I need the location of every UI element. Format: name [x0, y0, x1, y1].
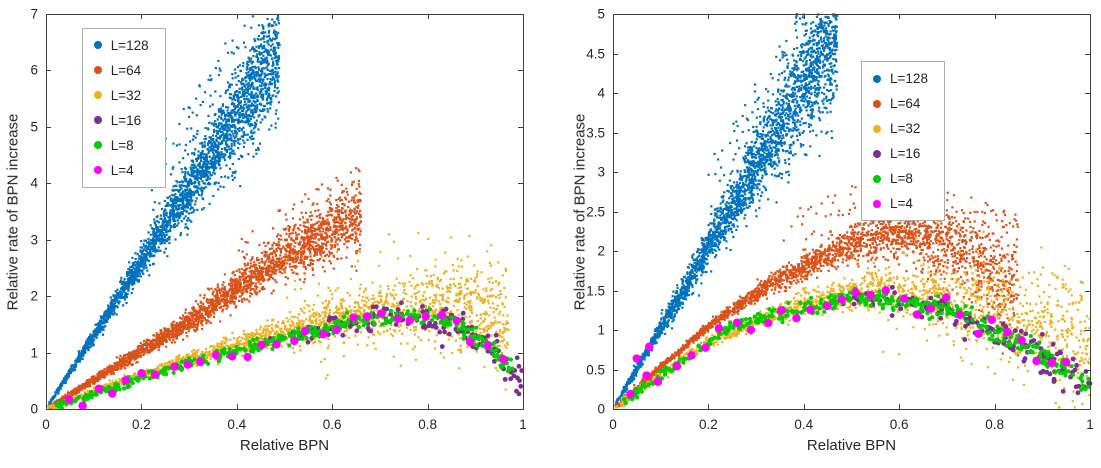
legend-item-label: L=16 — [110, 112, 142, 128]
legend-marker-icon — [93, 66, 102, 75]
legend-item-label: L=32 — [110, 87, 142, 103]
y-tick-label: 4.5 — [586, 46, 605, 61]
y-tick-label: 4 — [597, 85, 605, 101]
y-tick-label: 5 — [30, 119, 38, 135]
y-tick-label: 5 — [597, 6, 605, 22]
legend: L=128 L=64 L=32 L=16 L=8 L=4 — [81, 27, 166, 188]
legend-item-l-16: L=16 — [93, 112, 149, 128]
y-tick-label: 4 — [30, 175, 38, 191]
legend-item-l-64: L=64 — [93, 62, 149, 78]
y-tick-label: 2 — [597, 243, 605, 259]
legend-item-label: L=16 — [890, 146, 921, 162]
legend-item-l-64: L=64 — [873, 96, 928, 111]
legend-marker-icon — [873, 74, 882, 83]
x-tick-label: 0.2 — [132, 417, 151, 432]
legend-item-l-32: L=32 — [873, 121, 928, 136]
x-tick-label: 0.6 — [322, 417, 342, 432]
legend: L=128 L=64 L=32 L=16 L=8 L=4 — [861, 61, 945, 222]
y-tick-label: 1.5 — [586, 283, 605, 298]
legend-item-label: L=4 — [110, 162, 134, 178]
legend-marker-icon — [873, 124, 882, 133]
legend-marker-icon — [873, 199, 882, 208]
x-tick-label: 0.8 — [985, 417, 1004, 432]
x-axis-label: Relative BPN — [239, 437, 330, 454]
legend-item-l-128: L=128 — [93, 37, 149, 53]
legend-item-label: L=4 — [890, 196, 913, 212]
legend-item-l-4: L=4 — [873, 196, 928, 211]
legend-marker-icon — [873, 174, 882, 183]
x-tick-label: 0.4 — [227, 417, 247, 432]
y-tick-label: 7 — [30, 6, 38, 22]
legend-marker-icon — [93, 141, 102, 150]
legend-marker-icon — [93, 41, 102, 50]
x-tick-label: 0 — [42, 417, 50, 432]
legend-item-l-32: L=32 — [93, 87, 149, 103]
legend-item-l-128: L=128 — [873, 71, 928, 86]
y-tick-label: 2 — [30, 288, 38, 304]
legend-item-label: L=128 — [110, 37, 149, 53]
legend-item-l-8: L=8 — [93, 137, 149, 153]
x-tick-label: 0.4 — [794, 417, 814, 432]
y-tick-label: 2.5 — [586, 204, 605, 219]
y-tick-label: 1 — [30, 345, 38, 361]
x-tick-label: 1 — [1086, 417, 1094, 432]
y-tick-label: 3.5 — [586, 125, 605, 140]
legend-item-l-16: L=16 — [873, 146, 928, 161]
y-tick-label: 3 — [597, 164, 605, 180]
legend-item-label: L=32 — [890, 121, 921, 137]
legend-item-l-8: L=8 — [873, 171, 928, 186]
legend-marker-icon — [873, 99, 882, 108]
scatter-plot-canvas-right — [550, 0, 1101, 468]
y-tick-label: 6 — [30, 62, 38, 78]
y-tick-label: 3 — [30, 232, 38, 248]
legend-item-l-4: L=4 — [93, 162, 149, 178]
y-tick-label: 0 — [30, 401, 38, 417]
x-tick-label: 1 — [519, 417, 527, 432]
y-tick-label: 0.5 — [586, 362, 605, 377]
legend-item-label: L=128 — [890, 71, 928, 87]
legend-item-label: L=8 — [110, 137, 134, 153]
legend-marker-icon — [873, 149, 882, 158]
legend-item-label: L=64 — [890, 96, 921, 112]
legend-item-label: L=8 — [890, 171, 913, 187]
y-tick-label: 0 — [597, 401, 605, 417]
x-tick-label: 0.2 — [699, 417, 718, 432]
legend-item-label: L=64 — [110, 62, 142, 78]
x-axis-label: Relative BPN — [806, 437, 897, 454]
y-axis-label: Relative rate of BPN increase — [4, 113, 22, 310]
x-tick-label: 0.8 — [418, 417, 437, 432]
x-tick-label: 0 — [609, 417, 617, 432]
chart-panel-right: Relative rate of BPN increase Relative B… — [550, 0, 1101, 468]
x-tick-label: 0.6 — [889, 417, 909, 432]
legend-marker-icon — [93, 116, 102, 125]
chart-panel-left: Relative rate of BPN increase Relative B… — [0, 0, 550, 468]
y-tick-label: 1 — [597, 322, 605, 338]
legend-marker-icon — [93, 91, 102, 100]
legend-marker-icon — [93, 166, 102, 175]
